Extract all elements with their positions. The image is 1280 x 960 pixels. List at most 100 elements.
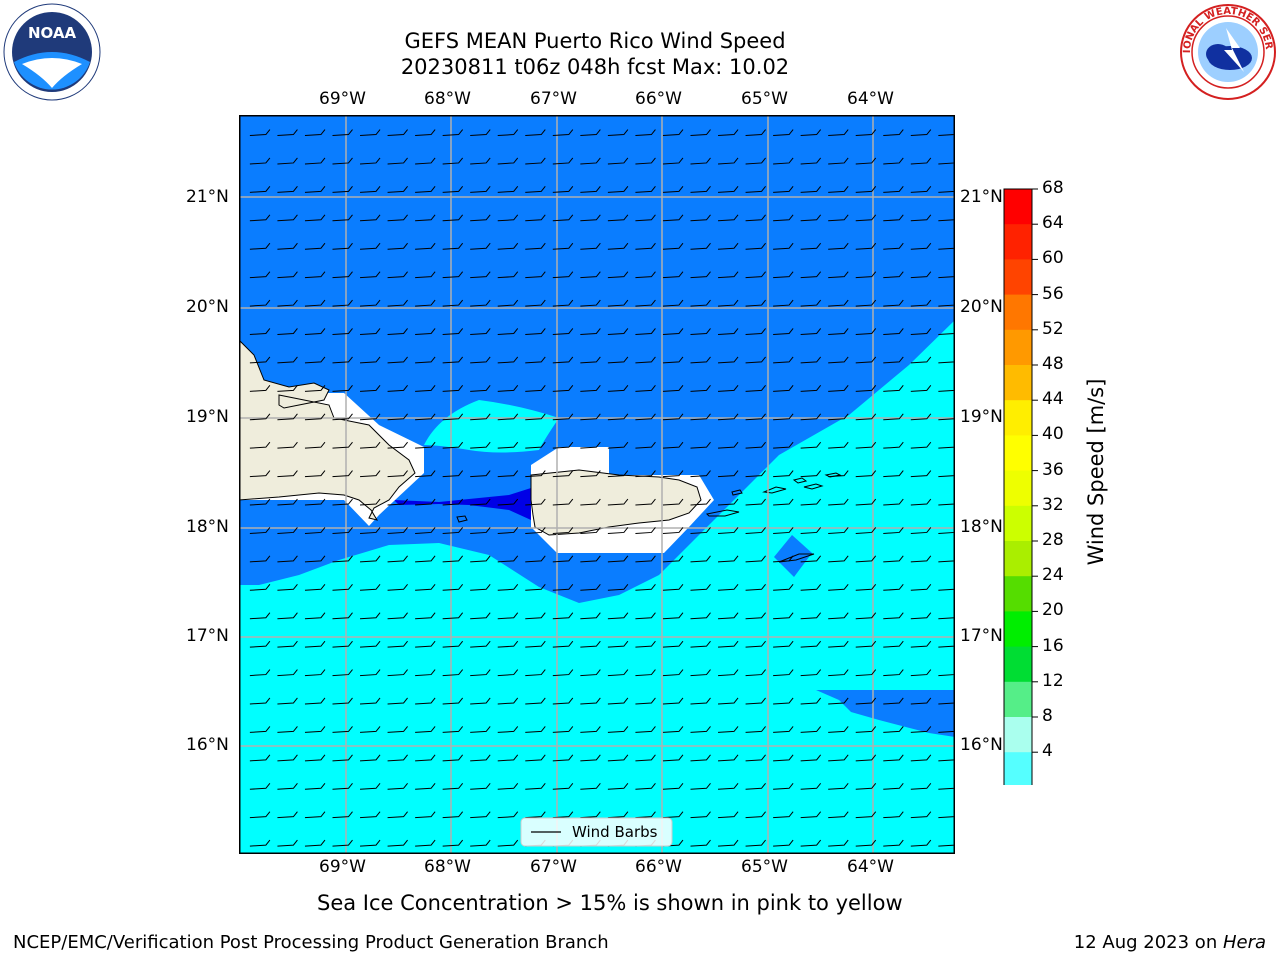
- wind-barb: [387, 441, 408, 449]
- wind-barb: [773, 186, 794, 193]
- colorbar-outline: [1003, 188, 1033, 785]
- wind-barb: [497, 214, 519, 222]
- wind-barb: [360, 470, 381, 478]
- wind-barb: [470, 555, 491, 563]
- wind-barb: [304, 839, 326, 847]
- wind-barb: [277, 328, 298, 335]
- wind-barb: [800, 271, 822, 279]
- wind-barb: [910, 498, 932, 506]
- wind-barb: [415, 555, 436, 563]
- lat-label-left: 18°N: [186, 517, 229, 537]
- wind-barb: [662, 527, 684, 534]
- wind-speed-map: Wind Barbs: [239, 115, 955, 854]
- wind-barb: [277, 555, 298, 563]
- wind-barb: [525, 328, 546, 335]
- wind-barb: [883, 356, 904, 364]
- wind-barb: [855, 271, 877, 279]
- wind-barb: [552, 129, 574, 137]
- wind-barb: [304, 498, 326, 506]
- wind-barb: [387, 385, 408, 392]
- wind-barb: [828, 470, 849, 478]
- wind-barb: [249, 328, 271, 335]
- wind-barb: [332, 697, 353, 705]
- wind-barb: [249, 498, 271, 506]
- wind-barb: [497, 441, 519, 449]
- wind-barb: [635, 214, 656, 222]
- wind-barb: [525, 612, 546, 620]
- wind-barb: [855, 555, 877, 563]
- wind-barb: [332, 214, 353, 222]
- wind-barb: [635, 186, 656, 193]
- wind-barb: [415, 612, 436, 620]
- wind-barb: [718, 555, 739, 563]
- wind-barb: [828, 129, 849, 137]
- wind-barb: [497, 129, 519, 137]
- wind-barb: [855, 811, 877, 819]
- wind-barb: [773, 214, 794, 222]
- wind-barb: [552, 640, 574, 648]
- wind-barb: [470, 669, 491, 677]
- wind-barb: [910, 413, 932, 421]
- wind-barb: [442, 640, 464, 648]
- wind-barb: [883, 498, 904, 506]
- wind-barb: [360, 356, 381, 364]
- wind-barb: [442, 697, 464, 705]
- lon-label-top: 67°W: [530, 89, 577, 109]
- noaa-logo: NOAA: [3, 3, 101, 101]
- wind-barb: [415, 726, 436, 733]
- wind-barb: [855, 157, 877, 165]
- wind-barb: [773, 157, 794, 165]
- lat-label-right: 19°N: [960, 407, 1003, 427]
- wind-barb: [718, 583, 739, 591]
- wind-barb: [277, 186, 298, 193]
- wind-barb: [690, 214, 711, 222]
- wind-barb: [690, 470, 711, 478]
- wind-barb: [552, 583, 574, 591]
- wind-barb: [470, 697, 491, 705]
- wind-barb: [387, 186, 408, 193]
- wind-barb: [497, 271, 519, 279]
- wind-barb: [690, 583, 711, 591]
- wind-barb: [800, 612, 822, 620]
- wind-barb: [883, 186, 904, 193]
- wind-barb: [415, 299, 436, 307]
- lat-label-left: 19°N: [186, 407, 229, 427]
- wind-barb: [690, 811, 711, 819]
- wind-barb: [718, 669, 739, 677]
- wind-barb: [883, 470, 904, 478]
- wind-barb: [332, 186, 353, 193]
- wind-barb: [773, 271, 794, 279]
- colorbar-tick-label: 16: [1042, 635, 1064, 656]
- wind-barb: [387, 555, 408, 563]
- land-hispaniola: [239, 339, 416, 521]
- wind-barb: [662, 385, 684, 392]
- wind-barb: [745, 726, 766, 733]
- wind-barb: [552, 328, 574, 335]
- wind-barb: [580, 385, 601, 392]
- wind-barb: [635, 583, 656, 591]
- wind-barb: [415, 356, 436, 364]
- wind-barb: [718, 811, 739, 819]
- wind-barb: [883, 242, 904, 250]
- wind-barb: [855, 839, 877, 847]
- wind-barb: [635, 782, 656, 790]
- wind-barb: [855, 726, 877, 733]
- lat-label-left: 17°N: [186, 626, 229, 646]
- wind-barb: [635, 356, 656, 364]
- wind-barb: [442, 413, 464, 421]
- lon-label-top: 68°W: [424, 89, 471, 109]
- wind-barb: [910, 697, 932, 705]
- wind-barb: [442, 129, 464, 137]
- wind-barb: [635, 697, 656, 705]
- wind-barb: [745, 811, 766, 819]
- wind-barb: [525, 669, 546, 677]
- wind-barb: [360, 697, 381, 705]
- wind-barb: [607, 214, 629, 222]
- wind-barb: [470, 214, 491, 222]
- wind-barb: [662, 640, 684, 648]
- wind-barb: [442, 754, 464, 762]
- nws-logo: NATIONAL WEATHER SERVICE: [1178, 2, 1276, 100]
- wind-barb: [387, 726, 408, 733]
- wind-barb: [718, 640, 739, 648]
- wind-barb: [360, 441, 381, 449]
